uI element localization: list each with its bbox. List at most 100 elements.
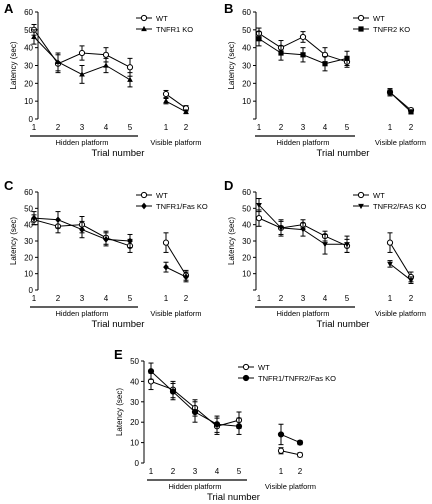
- ko-marker: [408, 278, 414, 284]
- chart-panel-d: D 10 20 30 40 50 60 Latency (sec) 1 2 3 4 5 1 2 Hidden …: [224, 178, 427, 330]
- series-ko: [256, 31, 414, 115]
- x-axis-title: Trial number: [317, 148, 370, 159]
- y-axis-label: Latency (sec): [227, 217, 236, 265]
- x-tick-label: 4: [323, 294, 328, 303]
- wt-marker: [357, 14, 365, 22]
- x-tick-label: 2: [279, 123, 284, 132]
- hidden-platform-label: Hidden platform: [169, 482, 222, 491]
- x-tick-label: 1: [164, 294, 169, 303]
- legend: WT TNFR1/Fas KO: [136, 191, 208, 211]
- wt-marker: [277, 447, 285, 454]
- y-tick-label: 60: [242, 8, 251, 17]
- y-tick-label: 30: [24, 237, 33, 246]
- ko-marker: [183, 108, 189, 114]
- y-axis-label: Latency (sec): [227, 41, 236, 89]
- legend: WT TNFR1/TNFR2/Fas KO: [238, 363, 336, 383]
- ko-marker: [79, 226, 85, 233]
- x-tick-label: 1: [149, 467, 154, 476]
- y-tick-label: 10: [24, 97, 33, 106]
- ko-marker: [387, 89, 393, 95]
- panel-letter: B: [224, 1, 233, 16]
- ko-marker: [163, 98, 169, 104]
- y-tick-label: 30: [242, 62, 251, 71]
- x-tick-label: 5: [345, 123, 350, 132]
- ko-marker: [277, 431, 285, 438]
- ko-marker: [213, 421, 221, 428]
- ko-marker: [242, 374, 250, 382]
- hidden-platform-label: Hidden platform: [56, 309, 109, 318]
- ko-marker: [55, 216, 61, 224]
- ko-marker: [278, 50, 284, 56]
- ko-marker: [55, 58, 61, 65]
- x-tick-label: 4: [104, 294, 109, 303]
- y-tick-label: 50: [242, 204, 251, 213]
- y-tick-label: 50: [130, 357, 139, 366]
- wt-marker: [162, 90, 170, 98]
- y-tick-label: 20: [24, 79, 33, 88]
- visible-platform-label: Visible platform: [150, 138, 201, 147]
- ko-marker: [127, 76, 133, 82]
- x-tick-label: 2: [409, 123, 414, 132]
- x-axis-title: Trial number: [207, 492, 260, 503]
- wt-marker: [357, 191, 365, 199]
- legend: WT TNFR2 KO: [353, 14, 410, 34]
- y-tick-label: 40: [242, 221, 251, 230]
- x-tick-label: 5: [345, 294, 350, 303]
- ko-marker: [183, 273, 189, 281]
- x-tick-label: 3: [193, 467, 198, 476]
- x-tick-label: 4: [104, 123, 109, 132]
- y-tick-label: 30: [130, 398, 139, 407]
- series-line: [389, 91, 412, 113]
- panel-letter: A: [4, 1, 14, 16]
- wt-marker: [126, 64, 134, 71]
- legend-label: TNFR2/FAS KO: [373, 202, 427, 211]
- series-line: [389, 263, 412, 281]
- hidden-platform-label: Hidden platform: [56, 138, 109, 147]
- series-line: [165, 266, 187, 278]
- legend-label: TNFR1/Fas KO: [156, 202, 208, 211]
- ko-marker: [300, 52, 306, 58]
- legend: WT TNFR1 KO: [136, 14, 193, 34]
- x-tick-label: 1: [32, 294, 37, 303]
- wt-marker: [140, 191, 148, 199]
- y-tick-label: 50: [24, 204, 33, 213]
- visible-platform-label: Visible platform: [375, 138, 426, 147]
- y-tick-label: 10: [242, 97, 251, 106]
- wt-marker: [102, 51, 110, 58]
- chart-panel-a: A 0 10 20 30 40 50 60 Latency (sec) 1 2 3 4 5 1 2 Hidden…: [4, 1, 202, 159]
- y-tick-label: 60: [242, 188, 251, 197]
- wt-marker: [78, 49, 86, 57]
- y-axis-label: Latency (sec): [115, 388, 124, 436]
- y-tick-label: 20: [242, 79, 251, 88]
- y-tick-label: 20: [130, 418, 139, 427]
- series-ko: [147, 362, 304, 446]
- ko-marker: [169, 388, 177, 395]
- series-wt: [255, 27, 415, 114]
- panel-letter: C: [4, 178, 14, 193]
- y-tick-label: 0: [29, 286, 34, 295]
- y-tick-label: 0: [29, 115, 34, 124]
- y-tick-label: 10: [24, 270, 33, 279]
- y-axis-label: Latency (sec): [9, 217, 18, 265]
- ko-marker: [300, 227, 306, 233]
- x-tick-label: 2: [298, 467, 303, 476]
- legend-label: WT: [373, 14, 385, 23]
- x-tick-label: 5: [128, 123, 133, 132]
- panel-letter: D: [224, 178, 233, 193]
- ko-marker: [256, 202, 262, 209]
- y-tick-label: 50: [242, 26, 251, 35]
- x-axis-title: Trial number: [317, 319, 370, 330]
- ko-marker: [387, 261, 393, 267]
- x-tick-label: 1: [279, 467, 284, 476]
- wt-marker: [242, 363, 250, 371]
- y-tick-label: 10: [130, 439, 139, 448]
- ko-marker: [147, 368, 155, 375]
- series-line: [280, 450, 301, 456]
- y-tick-label: 30: [24, 62, 33, 71]
- x-tick-label: 3: [80, 294, 85, 303]
- series-ko: [31, 29, 189, 115]
- series-line: [280, 433, 301, 444]
- visible-platform-label: Visible platform: [375, 309, 426, 318]
- ko-marker: [191, 408, 199, 416]
- series-ko: [31, 211, 189, 283]
